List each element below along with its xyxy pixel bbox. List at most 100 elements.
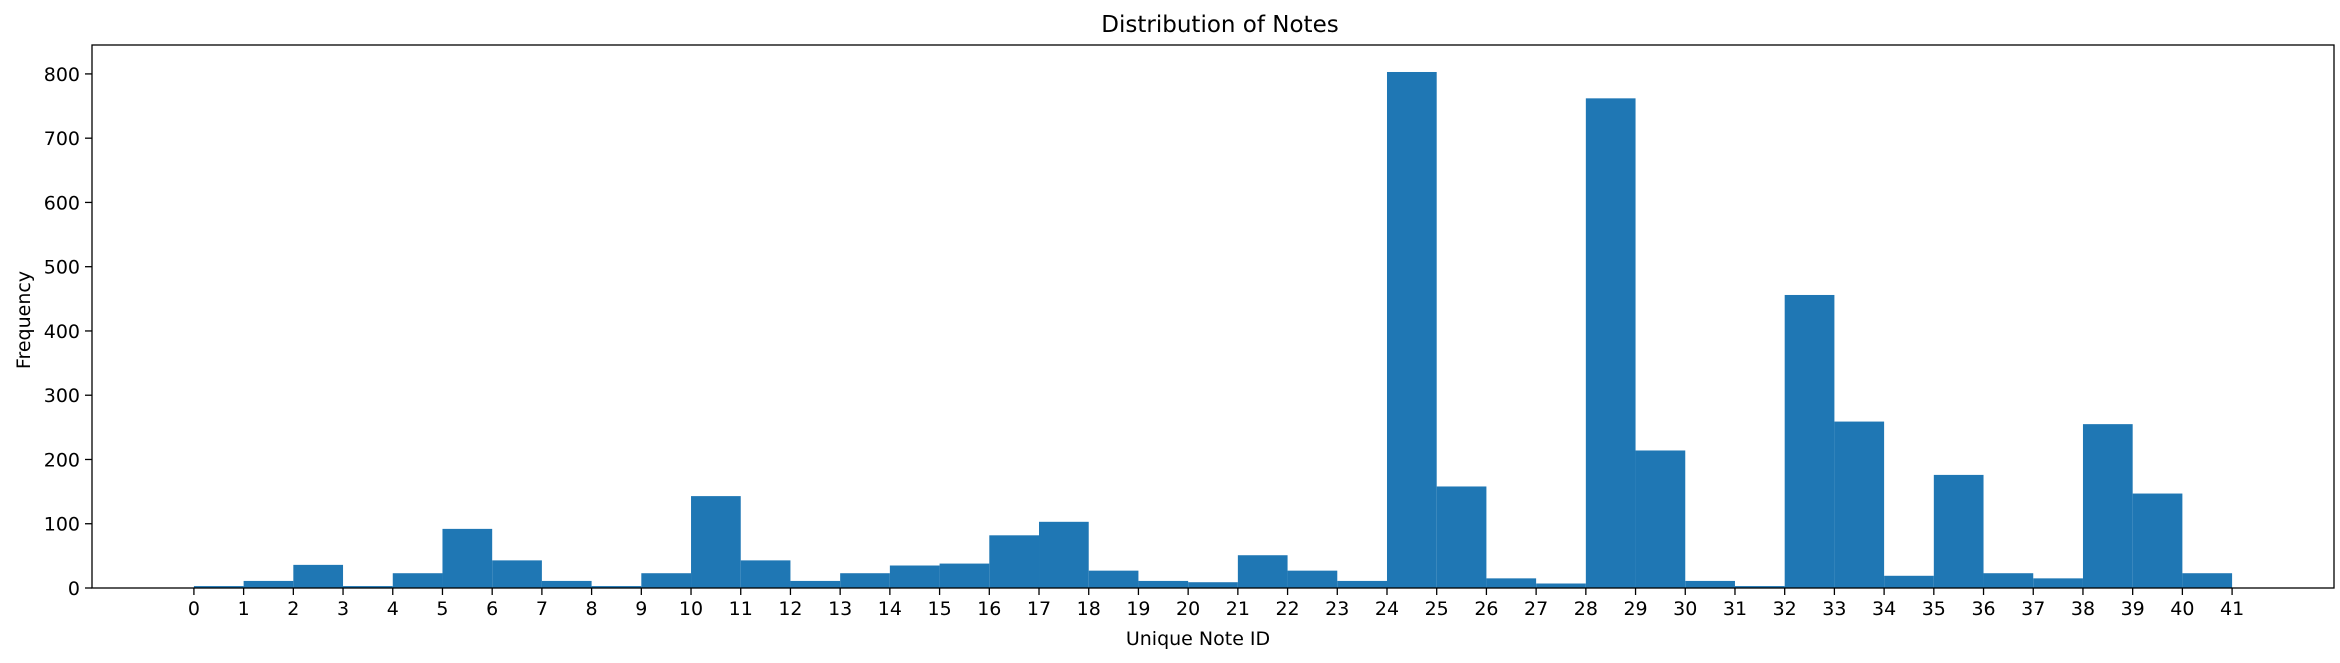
chart-title: Distribution of Notes — [1101, 12, 1338, 38]
y-tick-label: 200 — [44, 449, 80, 471]
histogram-bar — [1138, 580, 1189, 588]
histogram-bar — [2182, 573, 2233, 588]
histogram-bar — [1287, 570, 1338, 588]
histogram-bar — [889, 565, 940, 588]
histogram-bar — [939, 563, 990, 588]
histogram-bar — [1884, 575, 1934, 588]
histogram-bar — [442, 528, 493, 588]
histogram-bar — [1635, 450, 1686, 588]
histogram-bar — [691, 496, 741, 588]
x-tick-label: 19 — [1126, 598, 1150, 620]
y-tick-label: 500 — [44, 257, 80, 279]
histogram-bar — [641, 573, 692, 588]
histogram-bar — [1237, 555, 1288, 588]
histogram-bar — [1983, 573, 2034, 588]
histogram-bar — [1685, 580, 1735, 588]
histogram-bar — [1486, 578, 1537, 588]
histogram-bar — [840, 573, 890, 588]
histogram-bar — [1536, 583, 1586, 588]
x-tick-label: 0 — [188, 598, 200, 620]
histogram-bar — [1834, 421, 1885, 588]
histogram-bar — [1436, 486, 1487, 588]
x-tick-label: 30 — [1673, 598, 1697, 620]
histogram-bar — [492, 560, 542, 588]
histogram-bar — [1386, 71, 1437, 589]
x-tick-label: 8 — [586, 598, 598, 620]
x-tick-label: 16 — [977, 598, 1001, 620]
x-tick-label: 28 — [1574, 598, 1598, 620]
x-tick-label: 3 — [337, 598, 349, 620]
x-axis-label: Unique Note ID — [1126, 628, 1270, 650]
y-tick-label: 100 — [44, 514, 80, 536]
x-tick-label: 39 — [2121, 598, 2145, 620]
y-axis-ticks: 0 100 200 300 400 500 600 700 800 — [44, 64, 92, 600]
histogram-bar — [243, 580, 294, 588]
x-tick-label: 17 — [1027, 598, 1051, 620]
plot-frame — [91, 44, 2335, 589]
histogram-bar — [1039, 521, 1089, 588]
x-tick-label: 20 — [1176, 598, 1200, 620]
x-tick-label: 35 — [1922, 598, 1946, 620]
x-tick-label: 41 — [2220, 598, 2244, 620]
histogram-bar — [790, 580, 841, 588]
histogram-bar — [740, 560, 791, 588]
y-tick-label: 600 — [44, 192, 80, 214]
x-tick-label: 14 — [878, 598, 902, 620]
x-tick-label: 5 — [436, 598, 448, 620]
x-tick-label: 40 — [2170, 598, 2194, 620]
x-axis-ticks: 0 1 2 3 4 5 6 7 8 9 10 11 12 13 14 15 16 17 18 19 20 21 22 23 24… — [188, 588, 2244, 620]
x-tick-label: 38 — [2071, 598, 2095, 620]
histogram-bar — [293, 564, 344, 588]
x-tick-label: 33 — [1822, 598, 1846, 620]
x-tick-label: 22 — [1275, 598, 1299, 620]
histogram-bar — [2033, 578, 2083, 588]
x-tick-label: 31 — [1723, 598, 1747, 620]
histogram-bar — [392, 573, 443, 588]
x-tick-label: 32 — [1773, 598, 1797, 620]
x-tick-label: 24 — [1375, 598, 1399, 620]
x-tick-label: 26 — [1474, 598, 1498, 620]
y-tick-label: 0 — [68, 578, 80, 600]
histogram-bar — [1784, 294, 1835, 588]
x-tick-label: 25 — [1425, 598, 1449, 620]
histogram-bar — [1337, 580, 1387, 588]
x-tick-label: 13 — [828, 598, 852, 620]
x-tick-label: 27 — [1524, 598, 1548, 620]
x-tick-label: 18 — [1077, 598, 1101, 620]
histogram-bar — [1188, 582, 1238, 588]
x-tick-label: 34 — [1872, 598, 1896, 620]
x-tick-label: 6 — [486, 598, 498, 620]
x-tick-label: 1 — [238, 598, 250, 620]
x-tick-label: 23 — [1325, 598, 1349, 620]
y-tick-label: 400 — [44, 321, 80, 343]
y-tick-label: 700 — [44, 128, 80, 150]
histogram-bar — [1933, 474, 1984, 588]
x-tick-label: 37 — [2021, 598, 2045, 620]
histogram-bar — [541, 580, 592, 588]
x-tick-label: 9 — [635, 598, 647, 620]
y-tick-label: 300 — [44, 385, 80, 407]
histogram-bar — [591, 586, 642, 588]
y-tick-label: 800 — [44, 64, 80, 86]
histogram-bar — [343, 586, 393, 588]
x-tick-label: 10 — [679, 598, 703, 620]
x-tick-label: 29 — [1623, 598, 1647, 620]
x-tick-label: 36 — [1971, 598, 1995, 620]
x-tick-label: 21 — [1226, 598, 1250, 620]
histogram-bar — [2132, 493, 2183, 588]
histogram-bar — [1734, 586, 1785, 588]
x-tick-label: 11 — [729, 598, 753, 620]
bars-group — [193, 71, 2233, 589]
x-tick-label: 4 — [387, 598, 399, 620]
x-tick-label: 2 — [287, 598, 299, 620]
x-tick-label: 15 — [927, 598, 951, 620]
histogram-bar — [1088, 570, 1139, 588]
histogram-bar — [989, 535, 1040, 588]
histogram-bar — [2082, 424, 2133, 588]
histogram-bar — [1585, 98, 1636, 588]
x-tick-label: 7 — [536, 598, 548, 620]
x-tick-label: 12 — [778, 598, 802, 620]
y-axis-label: Frequency — [13, 271, 35, 369]
histogram-bar — [193, 586, 244, 588]
